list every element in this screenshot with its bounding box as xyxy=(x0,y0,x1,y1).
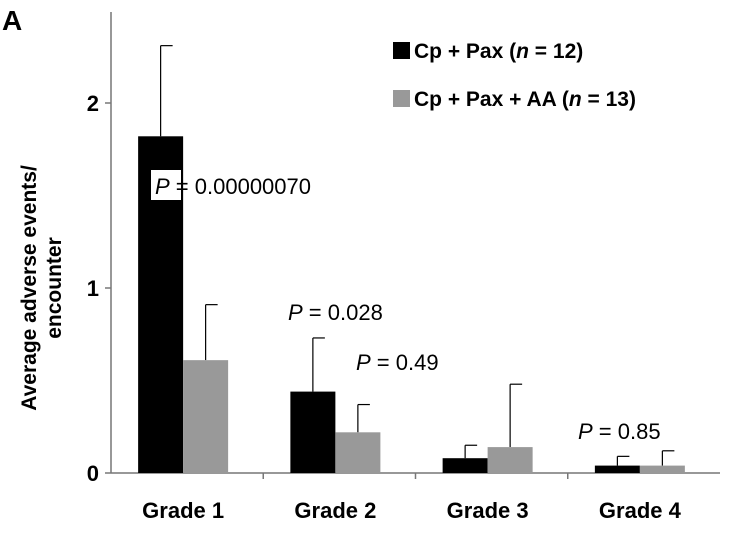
x-tick-label: Grade 2 xyxy=(294,498,376,523)
annotation-bg xyxy=(151,170,181,200)
p-value-annotation: P = 0.49 xyxy=(356,350,439,375)
p-value-annotation: P = 0.028 xyxy=(288,300,383,325)
y-axis-label: Average adverse events/ encounter xyxy=(18,165,66,411)
bar-cp-pax xyxy=(442,458,488,473)
bar-cp-pax-aa xyxy=(639,465,685,473)
y-tick-label: 1 xyxy=(87,276,99,301)
bar-cp-pax-aa xyxy=(335,432,381,473)
bar-cp-pax-aa xyxy=(183,360,229,473)
p-value-annotation: P = 0.85 xyxy=(578,419,661,444)
x-tick-label: Grade 3 xyxy=(447,498,529,523)
panel-label: A xyxy=(2,5,22,36)
p-value-annotation: P = 0.00000070 xyxy=(155,174,311,199)
y-tick-label: 2 xyxy=(87,91,99,116)
y-axis-label-line1: Average adverse events/ xyxy=(18,165,41,411)
y-axis-label-line2: encounter xyxy=(43,237,66,339)
legend-label: Cp + Pax (n = 12) xyxy=(414,40,583,63)
legend-label: Cp + Pax + AA (n = 13) xyxy=(414,88,636,111)
bar-cp-pax xyxy=(594,465,640,473)
bar-cp-pax xyxy=(290,391,336,473)
x-tick-label: Grade 4 xyxy=(599,498,682,523)
x-tick-label: Grade 1 xyxy=(142,498,224,523)
bar-cp-pax-aa xyxy=(487,447,533,473)
legend-swatch xyxy=(393,90,410,107)
y-tick-label: 0 xyxy=(87,461,99,486)
legend-swatch xyxy=(393,42,410,59)
